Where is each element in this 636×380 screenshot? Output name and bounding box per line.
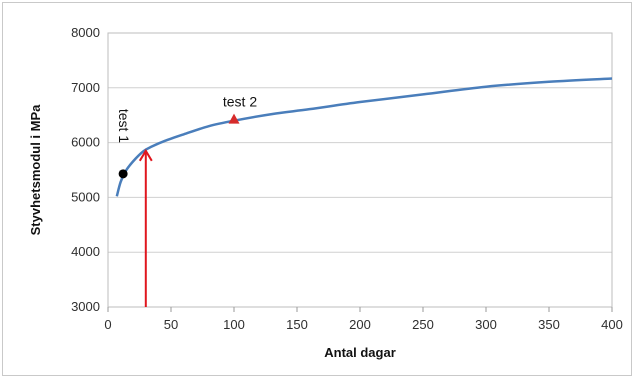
x-tick-label: 200: [349, 317, 371, 332]
y-tick-label: 3000: [71, 299, 100, 314]
y-tick-label: 8000: [71, 25, 100, 40]
plot-area: [107, 32, 613, 308]
chart-frame: [2, 2, 632, 376]
test-1-marker: [118, 169, 128, 179]
test-2-marker: [228, 113, 240, 124]
y-tick-label: 6000: [71, 135, 100, 150]
series-line: [115, 77, 613, 197]
red-arrow: [138, 148, 153, 307]
x-tick-label: 400: [601, 317, 623, 332]
y-tick-label: 7000: [71, 80, 100, 95]
grid-lines: [108, 32, 612, 308]
y-axis-title: Styvhetsmodul i MPa: [28, 104, 43, 236]
x-tick-label: 100: [223, 317, 245, 332]
y-tick-labels: 3000 4000 5000 6000 7000 8000: [71, 25, 100, 314]
test-2-label: test 2: [223, 94, 257, 110]
x-tick-label: 350: [538, 317, 560, 332]
x-tick-label: 50: [164, 317, 178, 332]
x-tick-labels: 0 50 100 150 200 250 300 350 400: [104, 307, 623, 332]
test-1-label: test 1: [116, 109, 132, 143]
y-tick-label: 4000: [71, 244, 100, 259]
test-points: test 1 test 2: [116, 94, 257, 179]
x-axis-title: Antal dagar: [324, 345, 396, 360]
x-tick-label: 250: [412, 317, 434, 332]
y-tick-label: 5000: [71, 189, 100, 204]
x-tick-label: 0: [104, 317, 111, 332]
x-tick-label: 300: [475, 317, 497, 332]
arrow-head: [138, 148, 153, 162]
x-tick-label: 150: [286, 317, 308, 332]
